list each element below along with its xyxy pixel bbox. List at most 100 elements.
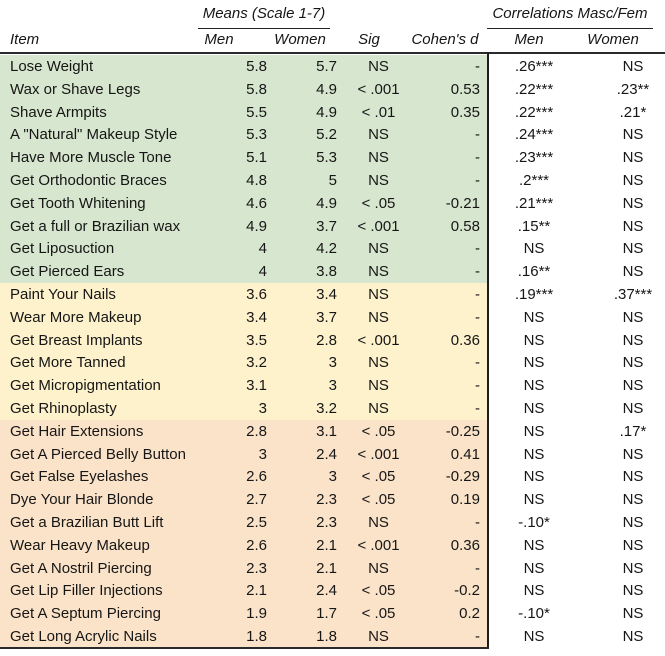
mean-women-cell: 3.8 [275,260,345,284]
table-row: Get Hair Extensions 2.8 3.1 < .05 -0.25 NS .17… [0,419,665,443]
mean-men-cell: 2.6 [192,465,275,489]
table-row: Get Lip Filler Injections 2.1 2.4 < .05 -0.2… [0,579,665,603]
corr-women-cell: NS [622,377,644,395]
cohens-d-cell: 0.36 [412,328,488,352]
corr-men-cell: .16** [517,263,551,281]
corr-men-cell: NS [523,582,545,600]
corr-women-cell: .37*** [613,285,653,303]
mean-women-cell: 1.8 [275,625,345,648]
item-cell: A "Natural" Makeup Style [0,123,192,147]
sig-cell: NS [345,55,412,78]
table-row: Get A Nostril Piercing 2.3 2.1 NS - NS NS [0,556,665,580]
item-cell: Get Lip Filler Injections [0,579,192,603]
cohens-d-cell: 0.19 [412,488,488,512]
table-row: Get Rhinoplasty 3 3.2 NS - NS NS [0,397,665,420]
corr-men-cell: NS [523,491,545,509]
cohens-d-cell: -0.2 [412,579,488,603]
sig-cell: < .001 [345,214,412,238]
item-cell: Get Micropigmentation [0,374,192,398]
mean-men-cell: 5.5 [192,100,275,124]
column-header-corr-women: Women [587,31,639,48]
mean-women-cell: 4.2 [275,237,345,261]
mean-women-cell: 2.3 [275,488,345,512]
cohens-d-cell: - [412,511,488,534]
column-header-sig: Sig [358,31,380,48]
mean-men-cell: 2.6 [192,533,275,557]
mean-women-cell: 2.8 [275,328,345,352]
mean-women-cell: 1.7 [275,602,345,626]
item-cell: Get A Pierced Belly Button [0,442,192,466]
corr-men-cell: .24*** [514,126,554,144]
item-cell: Get Hair Extensions [0,419,192,443]
cohens-d-cell: 0.36 [412,533,488,557]
table-header: Means (Scale 1-7) Correlations Masc/Fem … [0,0,665,55]
item-cell: Get Liposuction [0,237,192,261]
table-row: Get False Eyelashes 2.6 3 < .05 -0.29 NS NS [0,465,665,489]
mean-women-cell: 4.9 [275,191,345,215]
corr-men-cell: .21*** [514,194,554,212]
corr-men-cell: NS [523,536,545,554]
corr-women-cell: NS [622,536,644,554]
table-row: Get A Pierced Belly Button 3 2.4 < .001 0.41… [0,442,665,466]
mean-men-cell: 1.9 [192,602,275,626]
correlations-group-underline [487,27,653,29]
corr-women-cell: NS [622,354,644,372]
mean-women-cell: 2.4 [275,579,345,603]
sig-cell: NS [345,374,412,398]
item-cell: Wear Heavy Makeup [0,533,192,557]
table-row: Wear Heavy Makeup 2.6 2.1 < .001 0.36 NS NS [0,533,665,557]
mean-men-cell: 5.8 [192,77,275,101]
corr-men-cell: NS [523,377,545,395]
mean-men-cell: 3.5 [192,328,275,352]
corr-women-cell: NS [622,628,644,646]
item-cell: Shave Armpits [0,100,192,124]
correlations-divider-line [487,52,489,647]
table-row: Paint Your Nails 3.6 3.4 NS - .19*** .37*** [0,283,665,306]
cohens-d-cell: - [412,260,488,284]
table-row: Get A Septum Piercing 1.9 1.7 < .05 0.2 -.10*… [0,602,665,626]
corr-men-cell: .2*** [518,171,550,189]
cohens-d-cell: -0.29 [412,465,488,489]
column-header-item: Item [10,31,40,48]
corr-men-cell: NS [523,331,545,349]
table-row: Wax or Shave Legs 5.8 4.9 < .001 0.53 .22***.… [0,77,665,101]
sig-cell: NS [345,556,412,580]
mean-women-cell: 2.1 [275,533,345,557]
item-cell: Get A Nostril Piercing [0,556,192,580]
corr-men-cell: NS [523,559,545,577]
mean-women-cell: 5.3 [275,146,345,170]
cohens-d-cell: 0.2 [412,602,488,626]
corr-women-cell: NS [622,331,644,349]
cohens-d-cell: - [412,625,488,648]
corr-women-cell: NS [622,126,644,144]
item-cell: Get a Brazilian Butt Lift [0,511,192,534]
sig-cell: < .05 [345,488,412,512]
mean-men-cell: 3 [192,442,275,466]
mean-women-cell: 3.7 [275,214,345,238]
cohens-d-cell: 0.58 [412,214,488,238]
corr-men-cell: -.10* [518,605,550,623]
table-row: Get Long Acrylic Nails 1.8 1.8 NS - NS NS [0,625,665,648]
column-header-means-women: Women [274,31,326,48]
table-bottom-rule [0,647,489,649]
sig-cell: < .05 [345,465,412,489]
table-row: Get Liposuction 4 4.2 NS - NS NS [0,237,665,261]
corr-men-cell: NS [523,422,545,440]
item-cell: Dye Your Hair Blonde [0,488,192,512]
mean-women-cell: 3.2 [275,397,345,420]
corr-women-cell: NS [622,445,644,463]
corr-men-cell: -.10* [518,514,550,532]
mean-women-cell: 3 [275,465,345,489]
mean-women-cell: 2.4 [275,442,345,466]
mean-men-cell: 4.6 [192,191,275,215]
item-cell: Wear More Makeup [0,305,192,329]
item-cell: Paint Your Nails [0,283,192,306]
cohens-d-cell: 0.35 [412,100,488,124]
corr-women-cell: NS [622,491,644,509]
corr-women-cell: NS [622,468,644,486]
mean-men-cell: 2.3 [192,556,275,580]
mean-men-cell: 2.5 [192,511,275,534]
corr-women-cell: NS [622,149,644,167]
corr-women-cell: NS [622,171,644,189]
sig-cell: < .001 [345,328,412,352]
